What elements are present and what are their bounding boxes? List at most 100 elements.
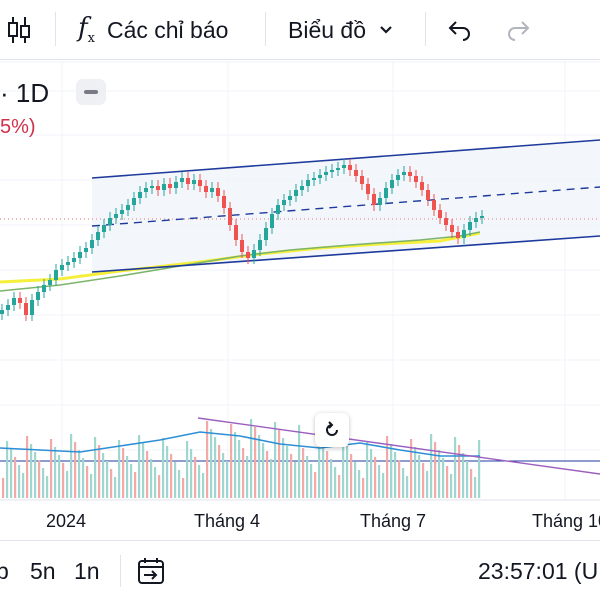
candle-body bbox=[450, 225, 454, 232]
candle-body bbox=[306, 180, 310, 186]
price-chart[interactable] bbox=[0, 61, 600, 540]
collapse-legend-button[interactable] bbox=[76, 79, 106, 105]
volume-bar bbox=[70, 434, 73, 498]
volume-bar bbox=[34, 452, 37, 498]
volume-bar bbox=[446, 466, 449, 498]
candle-body bbox=[0, 310, 4, 314]
candle-body bbox=[444, 218, 448, 225]
volume-bar bbox=[338, 475, 341, 498]
volume-bar bbox=[90, 474, 93, 498]
volume-bar bbox=[86, 466, 89, 498]
volume-bar bbox=[46, 476, 49, 498]
undo-icon bbox=[448, 21, 470, 41]
candle-body bbox=[432, 200, 436, 210]
candle-body bbox=[192, 180, 196, 184]
volume-bar bbox=[162, 438, 165, 498]
volume-bar bbox=[434, 442, 437, 498]
time-axis-label: Tháng 4 bbox=[194, 511, 261, 531]
undo-button[interactable] bbox=[445, 0, 473, 60]
candle-body bbox=[114, 214, 118, 218]
reset-chart-button[interactable] bbox=[315, 413, 349, 447]
range-button[interactable]: b bbox=[0, 557, 9, 584]
candle-body bbox=[288, 196, 292, 200]
volume-bar bbox=[454, 437, 457, 498]
volume-bar bbox=[202, 473, 205, 498]
volume-bar bbox=[346, 446, 349, 498]
candle-body bbox=[210, 188, 214, 192]
volume-bar bbox=[234, 432, 237, 498]
volume-bar bbox=[150, 459, 153, 498]
candle-body bbox=[150, 186, 154, 188]
candle-body bbox=[396, 175, 400, 180]
volume-ma-line bbox=[0, 431, 480, 457]
volume-bar bbox=[66, 471, 69, 498]
volume-bar bbox=[354, 462, 357, 498]
volume-bar bbox=[122, 448, 125, 498]
volume-bar bbox=[450, 474, 453, 498]
volume-bar bbox=[478, 440, 481, 498]
indicators-label: Các chỉ báo bbox=[106, 16, 229, 43]
candle-body bbox=[60, 265, 64, 270]
chart-type-dropdown[interactable]: Biểu đồ bbox=[288, 0, 394, 60]
candle-body bbox=[78, 252, 82, 258]
candle-body bbox=[276, 205, 280, 214]
volume-bar bbox=[218, 445, 221, 498]
volume-bar bbox=[442, 458, 445, 498]
candle-body bbox=[354, 170, 358, 176]
volume-bar bbox=[10, 449, 13, 498]
volume-bar bbox=[370, 449, 373, 498]
indicators-button[interactable]: fx Các chỉ báo bbox=[70, 0, 228, 60]
volume-bar bbox=[294, 462, 297, 498]
candle-body bbox=[408, 172, 412, 176]
volume-bar bbox=[134, 472, 137, 498]
volume-bar bbox=[194, 457, 197, 498]
volume-bar bbox=[406, 476, 409, 498]
volume-bar bbox=[286, 446, 289, 498]
candle-body bbox=[162, 184, 166, 190]
candle-body bbox=[90, 240, 94, 248]
volume-bar bbox=[282, 438, 285, 498]
volume-bar bbox=[126, 456, 129, 498]
candle-body bbox=[468, 222, 472, 230]
volume-bar bbox=[362, 478, 365, 498]
volume-bar bbox=[330, 459, 333, 498]
chevron-down-icon bbox=[380, 26, 392, 34]
candles-icon[interactable] bbox=[4, 0, 34, 60]
candle-body bbox=[42, 285, 46, 292]
volume-bar bbox=[118, 440, 121, 498]
candle-body bbox=[348, 165, 352, 170]
candle-body bbox=[384, 188, 388, 198]
toolbar-divider bbox=[265, 12, 266, 46]
volume-bar bbox=[438, 450, 441, 498]
candle-body bbox=[426, 190, 430, 200]
candle-body bbox=[156, 186, 160, 190]
range-1y-button[interactable]: 1n bbox=[74, 557, 100, 584]
volume-bar bbox=[458, 445, 461, 498]
time-axis-label: Tháng 10 bbox=[532, 511, 600, 531]
range-5y-button[interactable]: 5n bbox=[30, 557, 56, 584]
volume-bar bbox=[54, 447, 57, 498]
candle-body bbox=[336, 168, 340, 170]
volume-bar bbox=[266, 451, 269, 498]
candle-body bbox=[120, 210, 124, 214]
candle-body bbox=[258, 240, 262, 250]
volume-bar bbox=[18, 465, 21, 498]
volume-bar bbox=[226, 461, 229, 498]
volume-bar bbox=[270, 459, 273, 498]
volume-bar bbox=[42, 468, 45, 498]
volume-bar bbox=[314, 472, 317, 498]
volume-bar bbox=[274, 422, 277, 498]
candle-body bbox=[312, 178, 316, 180]
volume-bar bbox=[110, 469, 113, 498]
candle-body bbox=[474, 218, 478, 222]
redo-button[interactable] bbox=[505, 0, 533, 60]
volume-bar bbox=[466, 461, 469, 498]
goto-date-button[interactable] bbox=[136, 541, 166, 601]
function-icon: fx bbox=[78, 13, 95, 47]
candle-body bbox=[108, 218, 112, 225]
volume-bar bbox=[114, 477, 117, 498]
volume-bar bbox=[222, 453, 225, 498]
volume-bar bbox=[410, 439, 413, 498]
volume-bar bbox=[238, 440, 241, 498]
candle-body bbox=[366, 184, 370, 194]
